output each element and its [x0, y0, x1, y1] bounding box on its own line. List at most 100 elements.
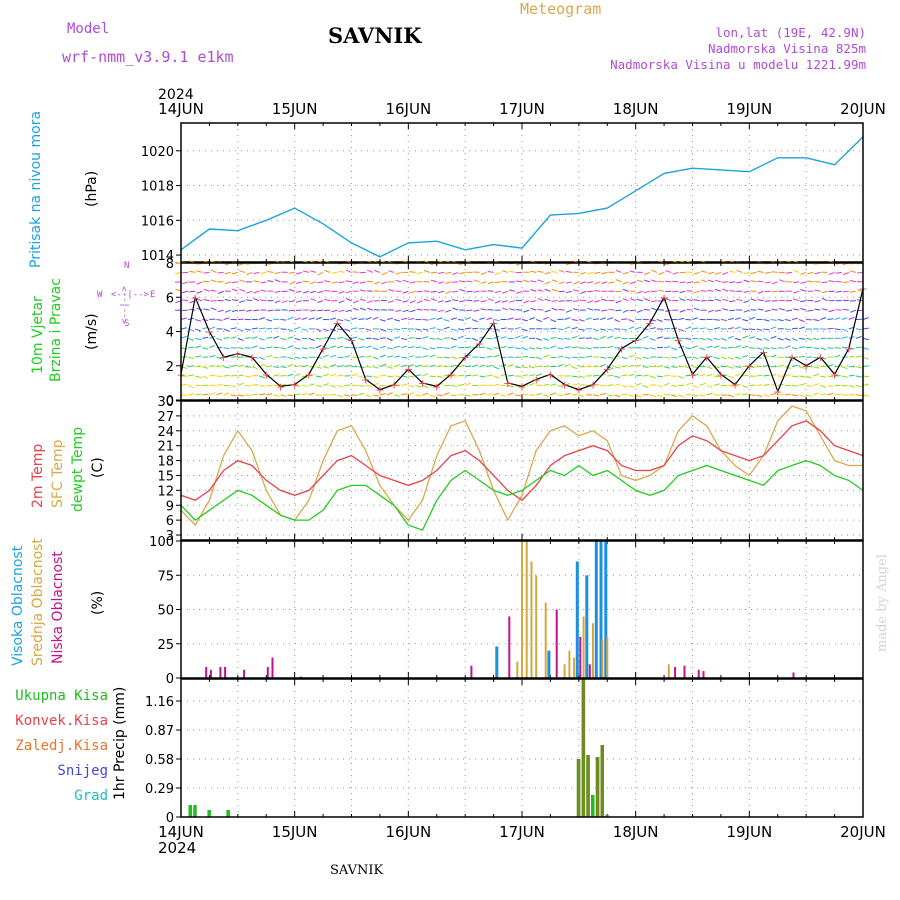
wind-arrow	[536, 393, 543, 396]
wind-arrow	[345, 280, 352, 283]
wind-arrow	[813, 392, 820, 396]
wind-arrow	[537, 308, 544, 311]
wind-arrow	[416, 300, 423, 304]
wind-arrow	[544, 298, 551, 302]
wind-arrow	[224, 271, 231, 275]
wind-arrow	[599, 335, 606, 339]
precip-legend: Ukupna Kisa Konvek.Kisa Zaledj.Kisa Snijeg G…	[15, 688, 108, 804]
wind-arrow	[309, 290, 317, 294]
wind-arrow	[587, 300, 594, 304]
wind-arrow	[685, 393, 692, 396]
wind-arrow	[310, 298, 317, 302]
wind-arrow	[635, 394, 642, 398]
wind-gust-marker: +	[276, 380, 285, 393]
wind-arrow	[436, 394, 443, 397]
wind-arrow	[514, 366, 521, 369]
wind-arrow	[502, 307, 508, 311]
wind-arrow	[770, 347, 777, 350]
wind-arrow	[251, 393, 259, 396]
wind-arrow	[337, 345, 344, 349]
wind-arrow	[386, 317, 394, 321]
wind-arrow	[785, 309, 793, 312]
y-tick-label: 0.58	[145, 753, 174, 768]
top-date-label: 17JUN	[499, 100, 545, 118]
wind-arrow	[528, 317, 535, 320]
wind-arrow	[358, 392, 365, 396]
mid-cloud-bar	[525, 541, 528, 678]
wind-arrow	[706, 392, 713, 396]
wind-arrow	[770, 326, 777, 330]
wind-arrow	[287, 316, 294, 320]
wind-arrow	[344, 394, 351, 397]
wind-gust-marker: +	[674, 334, 683, 347]
wind-arrow	[480, 308, 487, 311]
wind-arrow	[686, 308, 693, 311]
wind-arrow	[587, 290, 594, 293]
station-title: SAVNIK	[328, 23, 422, 48]
wind-arrow	[742, 374, 749, 377]
wind-arrow	[196, 307, 203, 311]
wind-arrow	[479, 346, 486, 349]
wind-arrow	[685, 326, 692, 330]
wind-arrow	[615, 279, 622, 283]
wind-arrow	[203, 280, 210, 283]
wind-arrow	[600, 392, 607, 396]
wind-arrow	[260, 271, 267, 275]
wind-arrow	[806, 337, 813, 340]
wind-arrow	[452, 290, 459, 293]
wind-arrow	[237, 337, 244, 341]
wind-arrow	[622, 281, 629, 285]
wind-arrow	[225, 309, 231, 313]
wind-arrow	[358, 346, 365, 349]
wind-arrow	[324, 289, 331, 292]
wind-arrow	[395, 298, 402, 302]
wind-arrow	[202, 375, 209, 379]
wind-arrow	[202, 366, 209, 369]
wind-arrow	[713, 383, 720, 386]
wind-gust-marker: +	[645, 317, 654, 330]
wind-gust-marker: +	[390, 379, 399, 392]
wind-arrow	[663, 366, 671, 369]
wind-arrow	[707, 271, 714, 275]
wind-arrow	[180, 335, 187, 339]
wind-arrow	[202, 393, 209, 396]
wind-arrow	[635, 364, 642, 368]
top-date-label: 19JUN	[726, 100, 772, 118]
wind-compass: <--|--> W E <--|--> N S	[97, 261, 155, 329]
wind-arrow	[592, 328, 599, 332]
wind-gust-marker: +	[347, 334, 356, 347]
wind-arrow	[422, 328, 429, 331]
wind-arrow	[557, 337, 564, 340]
wind-arrow	[791, 317, 798, 321]
y-tick-label: 3	[166, 529, 174, 544]
y-tick-label: 9	[166, 499, 174, 514]
wind-arrow	[550, 345, 557, 349]
wind-arrow	[608, 281, 615, 284]
wind-arrow	[807, 271, 814, 275]
precip-panel: 0 0.29 0.58 0.87 1.16	[145, 678, 864, 826]
wind-arrow	[196, 298, 203, 302]
wind-arrow	[493, 392, 500, 396]
wind-arrow	[337, 374, 344, 377]
wind-arrow	[607, 356, 614, 359]
wind-arrow	[601, 298, 608, 302]
wind-arrow	[663, 346, 671, 349]
wind-arrow	[656, 375, 663, 378]
cloud-label-mid: Srednja Oblacnost	[30, 538, 46, 666]
wind-arrow	[445, 281, 452, 284]
wind-arrow	[450, 328, 457, 331]
wind-arrow	[310, 270, 317, 273]
wind-arrow	[636, 279, 643, 283]
wind-arrow	[301, 317, 308, 320]
wind-arrow	[642, 374, 649, 377]
wind-arrow	[600, 317, 607, 320]
wind-arrow	[607, 345, 614, 349]
wind-arrow	[223, 337, 230, 339]
y-tick-label: 18	[157, 455, 174, 470]
wind-arrow	[849, 270, 857, 273]
wind-arrow	[693, 307, 700, 311]
wind-arrow	[564, 317, 571, 320]
wind-arrow	[600, 328, 607, 331]
wind-arrow	[253, 290, 260, 294]
wind-arrow	[436, 356, 443, 359]
